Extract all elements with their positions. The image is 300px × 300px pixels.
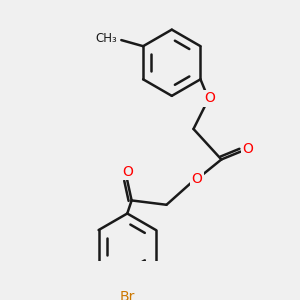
Text: O: O — [205, 92, 215, 106]
Text: O: O — [191, 172, 203, 186]
Text: Br: Br — [120, 290, 135, 300]
Text: O: O — [242, 142, 253, 156]
Text: CH₃: CH₃ — [95, 32, 117, 45]
Text: O: O — [122, 165, 133, 179]
